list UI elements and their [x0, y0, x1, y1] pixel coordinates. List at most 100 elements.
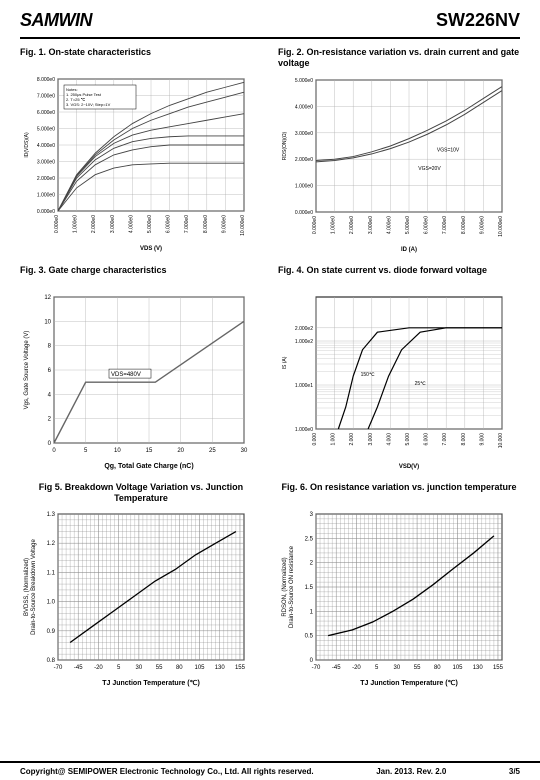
svg-text:TJ Junction Temperature (℃): TJ Junction Temperature (℃): [360, 679, 458, 687]
svg-text:1.0: 1.0: [47, 600, 56, 606]
svg-text:4.000e0: 4.000e0: [37, 143, 55, 149]
fig3-title: Fig. 3. Gate charge characteristics: [20, 265, 262, 287]
svg-text:RDS(ON)(Ω): RDS(ON)(Ω): [282, 131, 288, 160]
svg-text:12: 12: [44, 295, 51, 301]
svg-text:2.000: 2.000: [349, 432, 355, 445]
svg-text:1.000e0: 1.000e0: [37, 193, 55, 199]
svg-text:15: 15: [146, 448, 153, 454]
svg-text:1.000e0: 1.000e0: [331, 215, 337, 233]
svg-text:3.000e0: 3.000e0: [37, 160, 55, 166]
svg-text:20: 20: [177, 448, 184, 454]
svg-text:VGS=10V: VGS=10V: [437, 147, 460, 153]
svg-text:30: 30: [241, 448, 248, 454]
fig1-cell: Fig. 1. On-state characteristics 0.000e0…: [20, 47, 262, 259]
svg-text:7.000e0: 7.000e0: [37, 94, 55, 100]
svg-text:3. VGS: 2~10V; Step=1V: 3. VGS: 2~10V; Step=1V: [66, 102, 111, 107]
svg-text:3.000: 3.000: [368, 432, 374, 445]
svg-text:6.000e0: 6.000e0: [166, 215, 172, 233]
svg-text:9.000e0: 9.000e0: [479, 215, 485, 233]
svg-text:5.000e0: 5.000e0: [147, 215, 153, 233]
svg-text:1.1: 1.1: [47, 570, 56, 576]
svg-text:30: 30: [136, 665, 143, 671]
svg-text:1.000e0: 1.000e0: [73, 215, 79, 233]
svg-text:3: 3: [310, 512, 314, 518]
fig5-cell: Fig 5. Breakdown Voltage Variation vs. J…: [20, 482, 262, 694]
svg-text:80: 80: [176, 665, 183, 671]
svg-text:25℃: 25℃: [415, 381, 427, 387]
svg-text:5: 5: [84, 448, 88, 454]
svg-text:6.000e0: 6.000e0: [37, 110, 55, 116]
svg-text:0: 0: [52, 448, 56, 454]
svg-text:TJ Junction Temperature (℃): TJ Junction Temperature (℃): [102, 679, 200, 687]
svg-text:0.9: 0.9: [47, 629, 56, 635]
svg-text:4.000e0: 4.000e0: [386, 215, 392, 233]
svg-text:30: 30: [394, 665, 401, 671]
svg-text:1.2: 1.2: [47, 541, 56, 547]
svg-text:-20: -20: [94, 665, 103, 671]
part-number: SW226NV: [436, 10, 520, 31]
svg-text:-45: -45: [332, 665, 341, 671]
svg-text:4.000e0: 4.000e0: [295, 104, 313, 110]
svg-text:VSD(V): VSD(V): [399, 464, 419, 470]
svg-text:10.000e0: 10.000e0: [498, 215, 504, 236]
svg-text:VDS (V): VDS (V): [140, 246, 162, 252]
svg-text:5.000e0: 5.000e0: [405, 215, 411, 233]
fig4-chart: 0.0001.0002.0003.0004.0005.0006.0007.000…: [278, 291, 508, 471]
fig5-title: Fig 5. Breakdown Voltage Variation vs. J…: [20, 482, 262, 505]
svg-text:5: 5: [375, 665, 379, 671]
svg-text:7.000e0: 7.000e0: [184, 215, 190, 233]
fig2-cell: Fig. 2. On-resistance variation vs. drai…: [278, 47, 520, 259]
svg-text:55: 55: [156, 665, 163, 671]
svg-text:155: 155: [493, 665, 504, 671]
svg-text:8.000e0: 8.000e0: [461, 215, 467, 233]
svg-text:0.000e0: 0.000e0: [312, 215, 318, 233]
svg-text:8.000: 8.000: [461, 432, 467, 445]
svg-text:0.000e0: 0.000e0: [295, 210, 313, 216]
svg-text:7.000: 7.000: [442, 432, 448, 445]
svg-text:155: 155: [235, 665, 246, 671]
svg-text:BVDSS, (Normalized): BVDSS, (Normalized): [24, 558, 30, 616]
fig6-chart: -70-45-20530558010513015500.511.522.53TJ…: [278, 508, 508, 688]
svg-text:2: 2: [310, 560, 314, 566]
svg-text:8.000e0: 8.000e0: [37, 77, 55, 83]
svg-text:Qg, Total Gate Charge (nC): Qg, Total Gate Charge (nC): [104, 463, 193, 470]
svg-text:105: 105: [453, 665, 464, 671]
svg-text:2.000e0: 2.000e0: [37, 176, 55, 182]
svg-text:1.000e0: 1.000e0: [295, 427, 313, 433]
svg-text:5.000e0: 5.000e0: [37, 127, 55, 133]
svg-text:IS (A): IS (A): [282, 356, 288, 369]
svg-text:Drain-to-Source Breakdown Volt: Drain-to-Source Breakdown Voltage: [31, 538, 37, 634]
footer-page: 3/5: [509, 767, 520, 776]
svg-text:4.000e0: 4.000e0: [128, 215, 134, 233]
svg-text:0: 0: [48, 441, 52, 447]
fig1-title: Fig. 1. On-state characteristics: [20, 47, 262, 69]
brand-logo: SAMWIN: [20, 10, 92, 31]
svg-text:25: 25: [209, 448, 216, 454]
svg-text:10: 10: [114, 448, 121, 454]
page-footer: Copyright@ SEMIPOWER Electronic Technolo…: [0, 761, 540, 780]
svg-text:5.000e0: 5.000e0: [295, 78, 313, 84]
svg-text:1.000e2: 1.000e2: [295, 339, 313, 345]
footer-rev: Jan. 2013. Rev. 2.0: [376, 767, 446, 776]
svg-text:VDS=480V: VDS=480V: [111, 372, 141, 378]
svg-text:2: 2: [48, 416, 52, 422]
svg-text:55: 55: [414, 665, 421, 671]
svg-text:130: 130: [473, 665, 484, 671]
svg-text:6.000: 6.000: [424, 432, 430, 445]
svg-text:0.000: 0.000: [312, 432, 318, 445]
svg-text:1.5: 1.5: [305, 585, 314, 591]
svg-text:5.000: 5.000: [405, 432, 411, 445]
svg-text:Vgs, Gate Source Voltage (V): Vgs, Gate Source Voltage (V): [24, 330, 30, 409]
svg-text:3.000e0: 3.000e0: [368, 215, 374, 233]
fig4-cell: Fig. 4. On state current vs. diode forwa…: [278, 265, 520, 476]
svg-text:-20: -20: [352, 665, 361, 671]
svg-text:130: 130: [215, 665, 226, 671]
svg-text:6: 6: [48, 368, 52, 374]
svg-text:1.000: 1.000: [331, 432, 337, 445]
fig1-chart: 0.000e01.000e02.000e03.000e04.000e05.000…: [20, 73, 250, 253]
svg-text:ID(VDS)(A): ID(VDS)(A): [24, 132, 30, 158]
fig2-chart: 0.000e01.000e02.000e03.000e04.000e05.000…: [278, 74, 508, 254]
header-rule: [20, 37, 520, 39]
svg-text:6.000e0: 6.000e0: [424, 215, 430, 233]
svg-text:9.000e0: 9.000e0: [221, 215, 227, 233]
